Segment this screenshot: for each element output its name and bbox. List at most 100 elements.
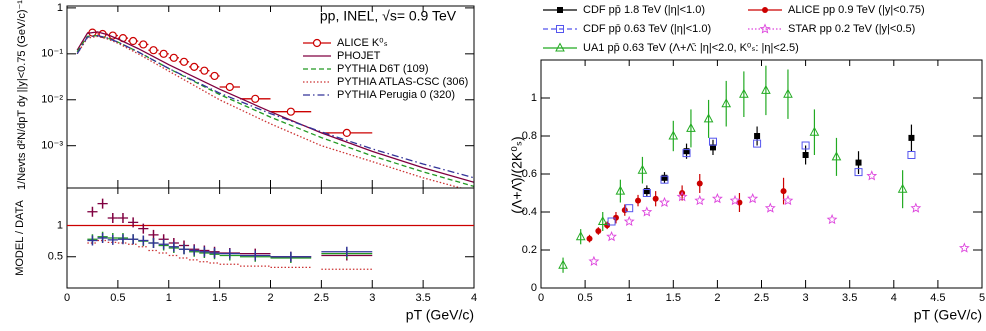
marker	[703, 113, 714, 123]
marker	[604, 222, 611, 229]
marker	[855, 159, 862, 166]
series-line	[76, 31, 474, 183]
marker	[809, 126, 820, 136]
y-tick-label: 1	[57, 2, 63, 14]
marker	[251, 94, 260, 103]
x-tick-label: 2.5	[754, 292, 769, 304]
marker	[615, 185, 626, 195]
marker	[169, 53, 178, 62]
legend-label: ALICE K⁰ₛ	[337, 37, 388, 49]
y-tick-label: 0.5	[48, 251, 63, 263]
marker	[210, 71, 219, 81]
x-tick-label: 2	[267, 292, 273, 304]
marker	[225, 82, 234, 92]
marker	[831, 151, 842, 161]
x-tick-label: 3.5	[842, 292, 857, 304]
x-tick-label: 3	[803, 292, 809, 304]
marker	[623, 215, 635, 227]
y-tick-label: 0.6	[522, 168, 537, 180]
marker	[641, 206, 653, 217]
x-axis-title: pT (GeV/c)	[914, 307, 982, 323]
marker	[595, 228, 602, 234]
marker	[759, 23, 771, 34]
x-tick-label: 1	[626, 292, 632, 304]
marker	[753, 139, 762, 148]
legend-label: ALICE pp 0.9 TeV (|y|<0.75)	[788, 4, 925, 16]
y-axis-title: MODEL / DATA	[14, 200, 26, 276]
marker	[910, 202, 922, 213]
series-line	[76, 34, 474, 188]
marker	[200, 66, 209, 75]
marker	[660, 175, 669, 184]
y-axis-title: 1/Nevts d²N/dpT dy ||y|<0.75 (GeV/c)⁻¹	[16, 0, 28, 190]
marker	[761, 84, 771, 94]
marker	[782, 194, 794, 206]
marker	[801, 141, 810, 150]
legend-label: CDF pp̄ 1.8 TeV (|η|<1.0)	[583, 4, 705, 16]
legend-label: CDF pp̄ 0.63 TeV (|η|<1.0)	[583, 23, 711, 35]
legend-label: UA1 pp̄ 0.63 TeV (Λ+Λ̄: |η|<2.0, K⁰ₛ: |η…	[583, 42, 799, 54]
series-line	[76, 35, 464, 188]
y-tick-label: 0	[531, 282, 537, 294]
marker	[606, 230, 617, 242]
marker	[708, 137, 717, 146]
marker	[637, 164, 648, 174]
y-tick-label: 10⁻³	[41, 140, 63, 152]
marker	[342, 128, 351, 137]
x-tick-label: 5	[979, 292, 985, 304]
annotation: pp, INEL, √s= 0.9 TeV	[320, 8, 457, 24]
marker	[764, 202, 776, 213]
marker	[783, 88, 793, 98]
x-tick-label: 1.5	[212, 292, 227, 304]
marker	[709, 144, 716, 151]
marker	[907, 151, 916, 159]
marker	[190, 62, 199, 71]
marker	[607, 217, 616, 226]
legend-label: PYTHIA D6T (109)	[337, 63, 429, 75]
marker	[866, 170, 878, 181]
marker	[129, 36, 138, 46]
marker	[897, 183, 908, 193]
marker	[621, 207, 628, 214]
x-tick-label: 4.5	[930, 292, 945, 304]
legend-label: PYTHIA Perugia 0 (320)	[337, 89, 455, 101]
marker	[597, 215, 608, 225]
marker	[642, 189, 651, 197]
marker	[179, 57, 189, 66]
y-axis-title: (Λ+Λ̄)/(2K⁰ₛ)	[509, 136, 525, 213]
x-tick-label: 0	[64, 292, 70, 304]
marker	[575, 231, 586, 241]
marker	[612, 214, 619, 221]
x-tick-label: 1.5	[666, 292, 681, 304]
marker	[668, 130, 679, 140]
y-tick-label: 0.2	[522, 244, 537, 256]
marker	[588, 255, 600, 266]
series-group	[87, 198, 373, 270]
marker	[652, 195, 659, 202]
x-tick-label: 1	[166, 292, 172, 304]
y-tick-label: 0.4	[522, 206, 537, 218]
series-group	[76, 28, 474, 188]
y-tick-label: 1	[57, 219, 63, 231]
series-line	[76, 34, 474, 179]
marker	[780, 188, 787, 195]
marker	[557, 7, 563, 13]
marker	[739, 88, 749, 98]
marker	[312, 38, 322, 48]
marker	[286, 107, 295, 116]
marker	[643, 188, 650, 195]
y-tick-label: 1	[531, 92, 537, 104]
marker	[683, 148, 690, 155]
x-axis-title: pT (GeV/c)	[406, 307, 474, 323]
marker	[721, 98, 732, 108]
marker	[556, 25, 564, 33]
marker	[686, 122, 696, 132]
x-tick-label: 3	[369, 292, 375, 304]
marker	[659, 196, 670, 208]
marker	[676, 191, 688, 202]
marker	[696, 180, 703, 187]
series-group	[558, 65, 970, 273]
x-tick-label: 0	[538, 292, 544, 304]
marker	[694, 194, 706, 206]
